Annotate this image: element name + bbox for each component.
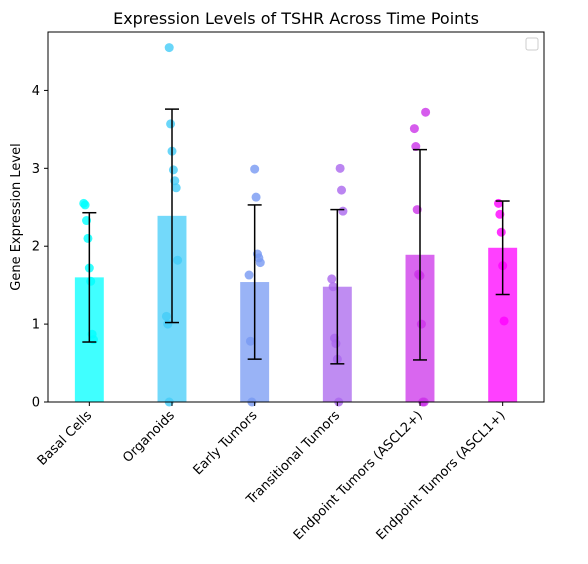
data-point-3-2 [338,206,348,216]
legend-box [525,37,539,51]
data-point-3-0 [335,163,345,173]
axes-frame [47,31,545,403]
y-tick-label-0: 0 [32,396,40,411]
data-point-5-0 [493,198,503,208]
data-point-3-6 [331,339,341,349]
data-point-3-4 [328,282,338,292]
data-point-5-4 [499,316,509,326]
data-point-3-1 [337,185,347,195]
data-point-4-6 [416,319,426,329]
plot-area: 0 1 2 3 4 Basal Cells Organoids Early TumorsTra… [32,31,545,543]
x-tick-label-3: Transitional Tumors [243,408,343,508]
data-point-2-4 [255,258,265,268]
data-point-2-0 [250,164,260,174]
y-tick-label-3: 3 [32,162,40,177]
y-tick-label-2: 2 [32,240,40,255]
data-point-3-3 [327,274,337,284]
data-point-4-1 [409,124,419,134]
data-point-0-1 [80,200,90,210]
data-point-1-7 [161,311,171,321]
data-point-0-7 [89,335,99,345]
data-point-1-5 [171,183,181,193]
y-tick-label-4: 4 [32,84,40,99]
data-point-5-2 [496,227,506,237]
chart-title: Expression Levels of TSHR Across Time Po… [113,9,479,28]
legend [525,37,539,51]
data-point-1-8 [163,319,173,329]
data-point-2-6 [245,336,255,346]
data-point-1-1 [166,119,176,129]
data-point-4-2 [411,142,421,152]
data-point-0-5 [86,276,96,286]
y-axis-title: Gene Expression Level [9,143,24,290]
data-point-2-1 [251,192,261,202]
x-tick-label-1: Organoids [120,408,178,466]
data-point-1-6 [173,255,183,265]
data-point-4-0 [421,107,431,117]
x-tick-label-2: Early Tumors [191,408,261,478]
x-tick-label-0: Basal Cells [35,408,96,469]
data-point-1-3 [168,165,178,175]
data-point-1-0 [164,43,174,53]
data-point-2-5 [244,270,254,280]
y-tick-label-1: 1 [32,318,40,333]
data-point-0-3 [83,233,93,243]
